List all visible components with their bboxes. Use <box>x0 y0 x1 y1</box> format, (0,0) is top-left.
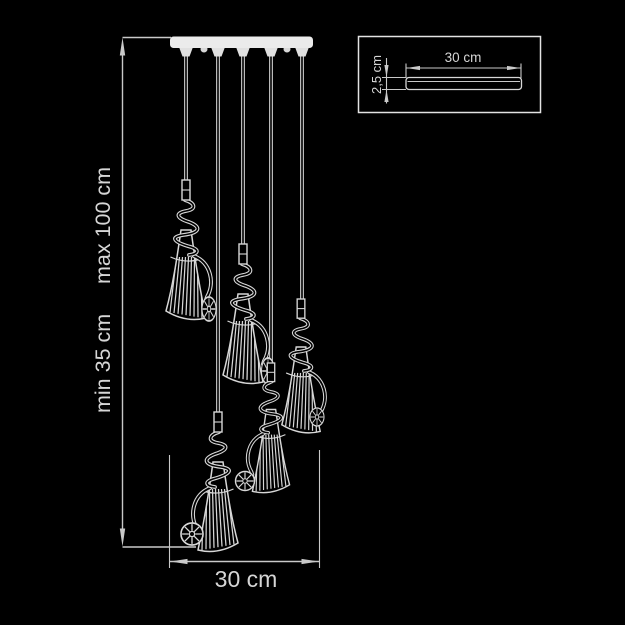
max-height-label: max 100 cm <box>91 167 115 284</box>
pendant-lamp-3 <box>279 299 325 433</box>
inset-thickness-label: 2,5 cm <box>369 55 384 94</box>
ceiling-plate <box>170 36 313 57</box>
pinwheel-ornament <box>201 296 217 322</box>
pinwheel-ornament <box>309 407 325 427</box>
min-height-label: min 35 cm <box>91 314 115 413</box>
cord-grips <box>179 47 309 57</box>
pinwheel-ornament <box>234 470 256 492</box>
pinwheel-ornament <box>180 522 204 546</box>
width-dimension <box>168 450 321 568</box>
inset-border <box>357 35 542 114</box>
suspension-cords <box>184 52 304 413</box>
pendant-lamp-5 <box>180 412 241 551</box>
height-dimension <box>119 36 196 548</box>
pendant-lamp-2 <box>220 244 276 384</box>
pendant-lamp-1 <box>163 180 217 322</box>
inset-plate-side-view <box>405 76 523 91</box>
plate-body <box>170 36 313 48</box>
inset-plate-detail: 30 cm 2,5 cm <box>357 35 542 114</box>
width-label: 30 cm <box>215 566 278 592</box>
inset-width-label: 30 cm <box>445 50 482 65</box>
